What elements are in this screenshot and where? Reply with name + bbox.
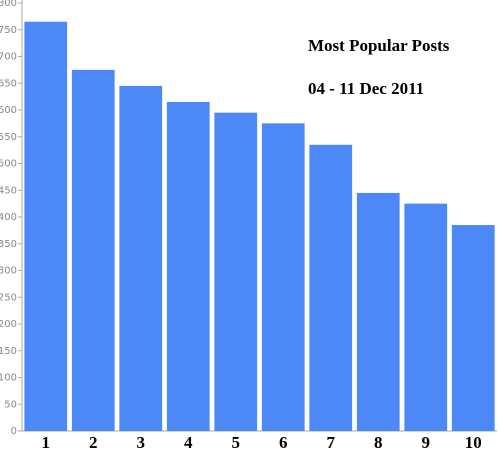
- x-tick-label: 10: [465, 433, 482, 452]
- y-tick-label: 650: [0, 78, 17, 89]
- y-tick-label: 150: [0, 346, 17, 357]
- bar: [261, 123, 305, 431]
- bar: [71, 69, 115, 431]
- y-tick-label: 750: [0, 25, 17, 36]
- bar: [404, 203, 448, 431]
- y-tick-label: 550: [0, 132, 17, 143]
- bar: [309, 144, 353, 431]
- x-tick-label: 9: [422, 433, 431, 452]
- x-tick-label: 7: [327, 433, 336, 452]
- x-tick-label: 5: [232, 433, 241, 452]
- y-tick-label: 0: [11, 426, 17, 437]
- y-tick-label: 250: [0, 292, 17, 303]
- x-tick-label: 3: [137, 433, 146, 452]
- bar: [214, 112, 258, 432]
- y-tick-label: 600: [0, 105, 17, 116]
- y-tick-label: 300: [0, 266, 17, 277]
- y-tick-label: 350: [0, 239, 17, 250]
- bar: [24, 21, 68, 431]
- y-tick-label: 700: [0, 52, 17, 63]
- y-tick-label: 450: [0, 185, 17, 196]
- bar: [356, 192, 400, 431]
- y-tick-label: 800: [0, 0, 17, 9]
- x-tick-label: 6: [279, 433, 288, 452]
- x-tick-label: 4: [184, 433, 193, 452]
- chart-title: Most Popular Posts: [308, 36, 450, 55]
- bar: [119, 85, 163, 432]
- y-tick-label: 500: [0, 159, 17, 170]
- bar: [451, 225, 495, 431]
- y-tick-label: 100: [0, 373, 17, 384]
- bar: [166, 101, 210, 431]
- x-tick-label: 8: [374, 433, 383, 452]
- y-tick-label: 200: [0, 319, 17, 330]
- y-tick-label: 50: [4, 399, 17, 410]
- chart-subtitle: 04 - 11 Dec 2011: [308, 79, 424, 98]
- x-tick-label: 2: [89, 433, 98, 452]
- x-tick-label: 1: [42, 433, 51, 452]
- y-tick-label: 400: [0, 212, 17, 223]
